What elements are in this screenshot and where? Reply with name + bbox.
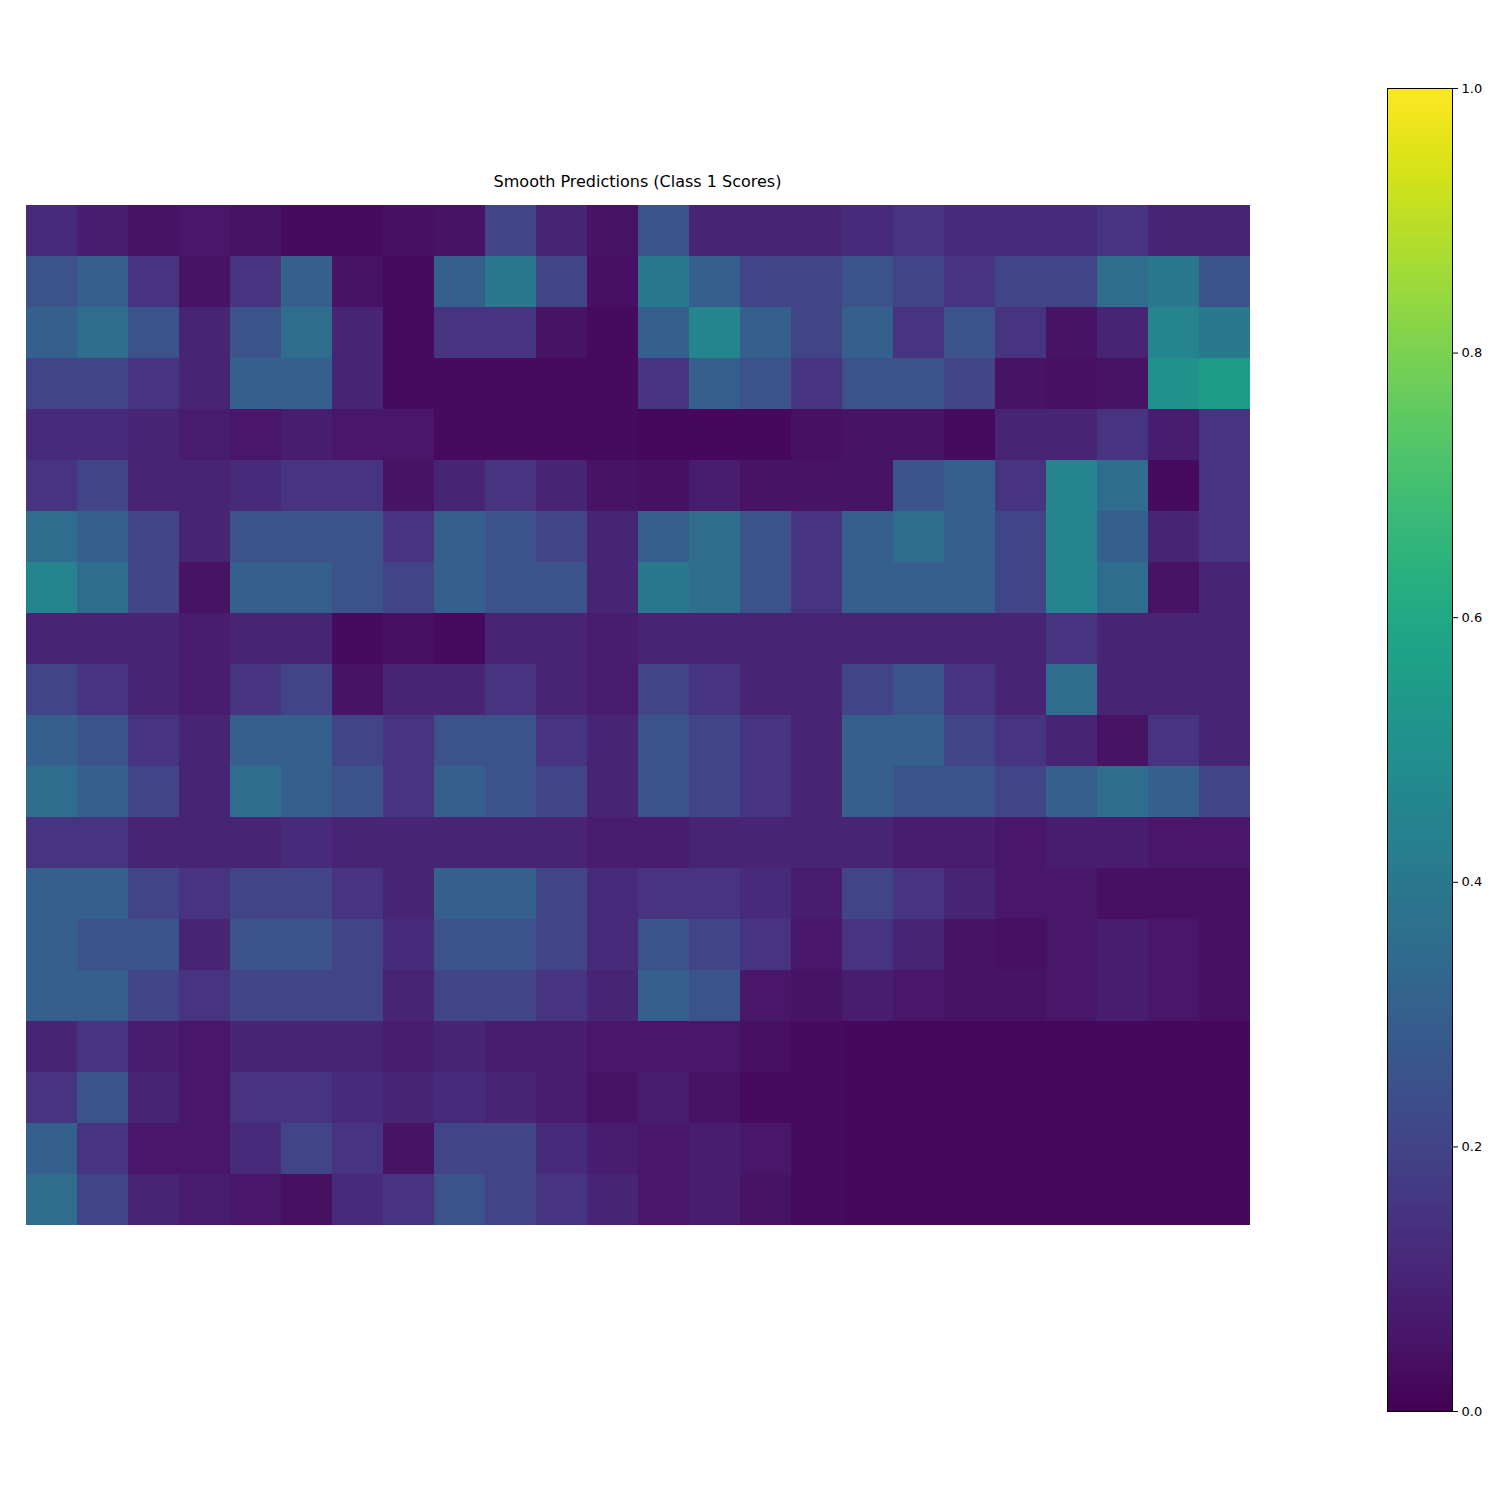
- svg-text:0.8: 0.8: [1462, 345, 1483, 360]
- svg-text:0.6: 0.6: [1462, 610, 1483, 625]
- svg-text:0.0: 0.0: [1462, 1404, 1483, 1419]
- svg-text:0.4: 0.4: [1462, 874, 1483, 889]
- html-text:Smooth Predictions (Class 1 Sc: Smooth Predictions (Class 1 Scores): [493, 172, 782, 191]
- svg-text:1.0: 1.0: [1462, 81, 1483, 96]
- svg-text:0.2: 0.2: [1462, 1139, 1483, 1154]
